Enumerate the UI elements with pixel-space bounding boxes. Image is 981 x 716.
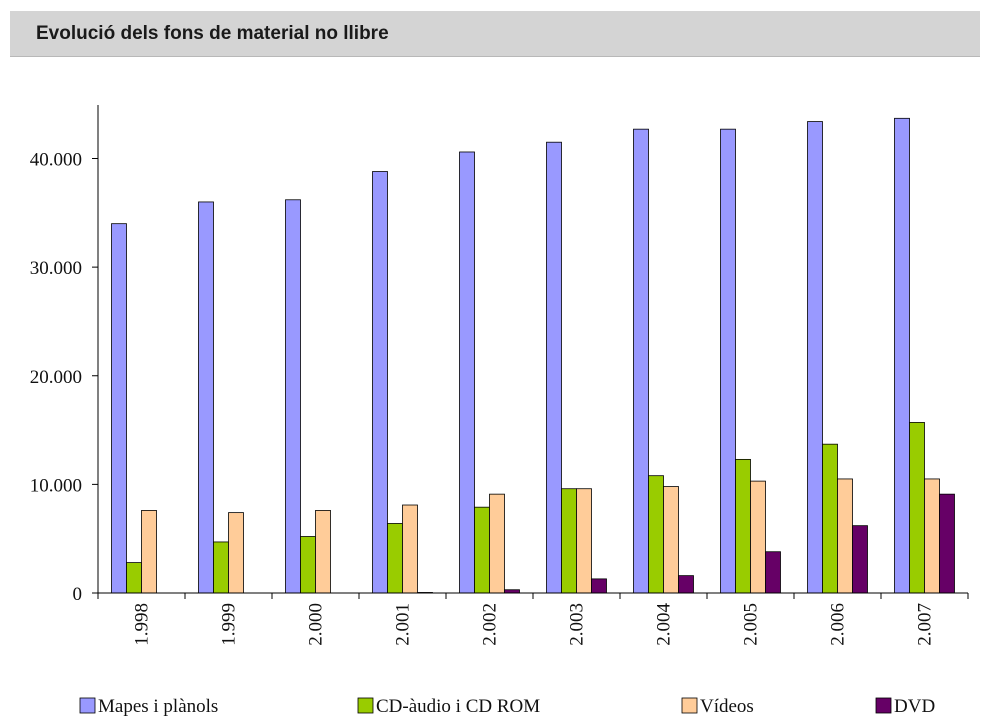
bar (807, 121, 823, 594)
bar (894, 117, 910, 594)
bar (750, 480, 766, 594)
bar (111, 223, 127, 594)
bar (126, 562, 142, 594)
bar (648, 475, 664, 594)
bar (459, 151, 475, 594)
y-tick-label: 10.000 (30, 475, 82, 496)
bar (402, 504, 418, 594)
legend-swatch (681, 697, 698, 714)
x-tick-label: 1.998 (132, 603, 153, 646)
title-bar: Evolució dels fons de material no llibre (10, 11, 980, 57)
bar (213, 541, 229, 594)
y-tick-label: 0 (73, 584, 83, 605)
x-tick-label: 2.007 (915, 603, 936, 646)
legend-label: DVD (894, 696, 935, 716)
y-tick-label: 20.000 (30, 367, 82, 388)
bar (285, 199, 301, 594)
bar (387, 523, 403, 594)
bar (372, 171, 388, 594)
legend: Mapes i plànols CD-àudio i CD ROM Vídeos DV… (79, 696, 935, 716)
bar (300, 536, 316, 594)
bar (909, 422, 925, 594)
legend-label: CD-àudio i CD ROM (376, 696, 540, 716)
bar (489, 493, 505, 594)
x-tick-label: 2.002 (480, 603, 501, 646)
x-tick-label: 2.005 (741, 603, 762, 646)
bar (591, 578, 607, 594)
x-tick-label: 1.999 (219, 603, 240, 646)
y-axis-ticks: 0 10.000 20.000 30.000 40.000 (30, 150, 98, 605)
bar (561, 488, 577, 594)
x-axis-ticks: 1.998 1.999 2.000 2.001 2.002 2.003 2.004 2.005… (97, 593, 969, 646)
bar (939, 493, 955, 594)
legend-swatch (79, 697, 96, 714)
legend-swatch (357, 697, 374, 714)
y-tick-label: 30.000 (30, 258, 82, 279)
bar (924, 478, 940, 594)
legend-label: Vídeos (700, 696, 754, 716)
bar (852, 525, 868, 594)
y-tick-label: 40.000 (30, 150, 82, 171)
bar (228, 512, 244, 594)
x-tick-label: 2.001 (393, 603, 414, 646)
bar (663, 486, 679, 594)
bar (735, 458, 751, 594)
bar (315, 510, 331, 594)
bar (678, 575, 694, 594)
bar (633, 128, 649, 594)
bar (141, 510, 157, 594)
bar (822, 443, 838, 594)
x-tick-label: 2.003 (567, 603, 588, 646)
bar (576, 488, 592, 594)
legend-swatch (875, 697, 892, 714)
bars-group (111, 117, 955, 594)
bar (837, 478, 853, 594)
bar (198, 201, 214, 594)
x-tick-label: 2.006 (828, 603, 849, 646)
bar (474, 506, 490, 594)
legend-label: Mapes i plànols (98, 696, 218, 716)
page-title: Evolució dels fons de material no llibre (36, 23, 389, 44)
bar (765, 551, 781, 594)
bar (720, 128, 736, 594)
x-tick-label: 2.004 (654, 603, 675, 646)
bar (546, 141, 562, 594)
x-tick-label: 2.000 (306, 603, 327, 646)
